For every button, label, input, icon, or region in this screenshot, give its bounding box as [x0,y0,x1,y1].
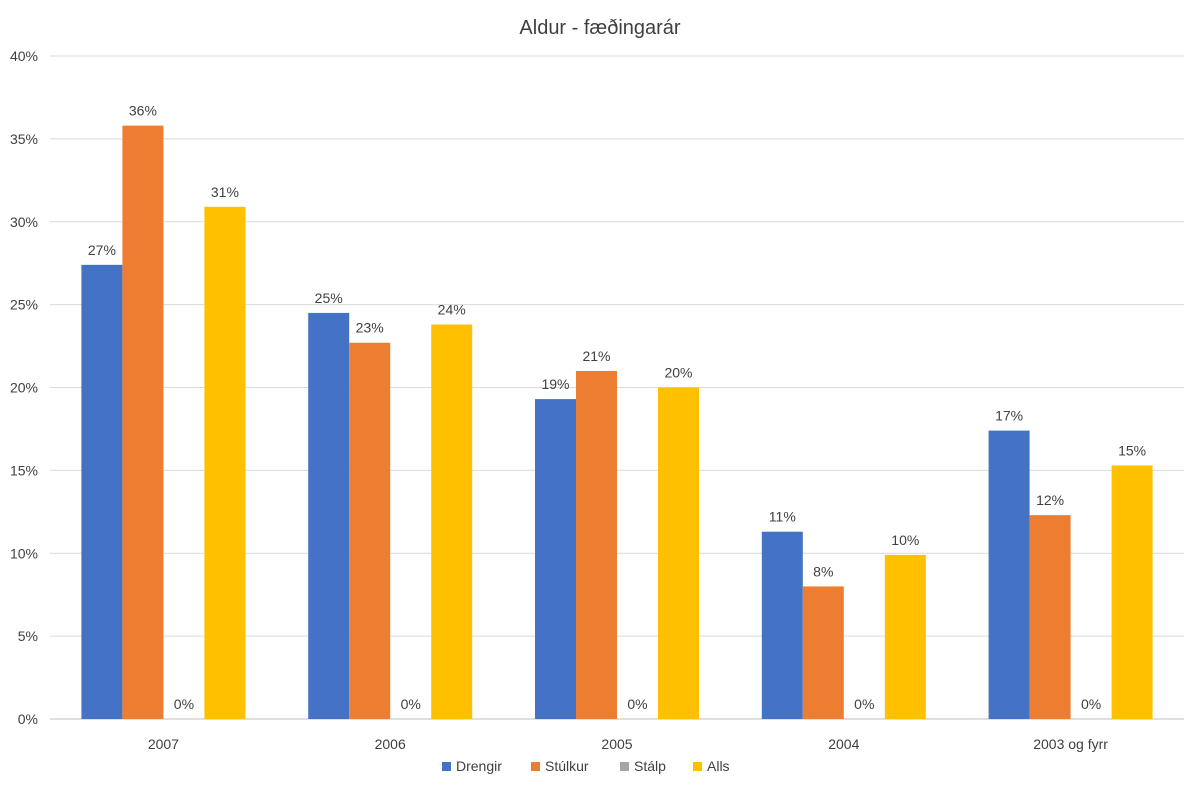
x-category-label: 2005 [601,736,632,752]
data-label: 0% [627,696,647,712]
bar [535,399,576,719]
y-tick-label: 25% [10,297,38,313]
bar [1111,465,1153,719]
x-category-label: 2004 [828,736,859,752]
bar [988,430,1030,719]
data-label: 12% [1036,492,1064,508]
data-label: 31% [211,184,239,200]
data-label: 11% [769,509,796,525]
legend-item: Stúlkur [531,758,589,774]
x-category-label: 2003 og fyrr [1033,736,1108,752]
x-axis-categories: 2007 2006 2005 2004 2003 og fyrr [148,736,1108,752]
data-label: 0% [174,696,194,712]
y-tick-label: 10% [10,545,38,561]
legend-swatch [442,762,451,771]
data-label: 27% [88,242,116,258]
data-label: 17% [995,408,1023,424]
legend-label: Stálp [634,758,666,774]
legend-item: Alls [693,758,730,774]
data-label: 0% [854,696,874,712]
bar [308,312,350,719]
bars [81,125,1153,720]
legend-swatch [693,762,702,771]
legend: Drengir Stúlkur Stálp Alls [442,758,730,774]
bar [658,387,699,719]
y-tick-label: 20% [10,380,38,396]
chart-title: Aldur - fæðingarár [519,17,681,39]
legend-label: Alls [707,758,730,774]
legend-swatch [531,762,540,771]
bar [431,324,473,719]
y-tick-label: 40% [10,48,38,64]
data-label: 24% [438,302,466,318]
y-tick-label: 35% [10,131,38,147]
data-labels: 27% 36% 0% 31% 25% 23% 0% 24% 19% 21% 0% 20% 11% 8% 0%… [88,103,1146,712]
bar [122,125,164,720]
data-label: 21% [582,348,610,364]
legend-item: Drengir [442,758,502,774]
y-tick-label: 15% [10,462,38,478]
data-label: 23% [356,320,384,336]
bar [1029,515,1071,719]
data-label: 10% [891,532,919,548]
bar [349,342,391,719]
y-tick-label: 0% [18,711,38,727]
data-label: 25% [315,290,343,306]
data-label: 36% [129,103,157,119]
x-category-label: 2007 [148,736,179,752]
legend-label: Stúlkur [545,758,589,774]
y-tick-label: 30% [10,214,38,230]
bar [576,370,617,719]
bar [761,531,803,719]
data-label: 15% [1118,442,1146,458]
bar [884,554,926,719]
bar [81,264,123,719]
bar [204,206,246,719]
x-category-label: 2006 [375,736,406,752]
data-label: 0% [1081,696,1101,712]
bar [802,586,844,719]
legend-label: Drengir [456,758,502,774]
data-label: 19% [541,376,569,392]
y-tick-label: 5% [18,628,38,644]
y-axis-ticks: 0% 5% 10% 15% 20% 25% 30% 35% 40% [10,48,38,727]
data-label: 0% [401,696,421,712]
data-label: 8% [813,563,833,579]
legend-swatch [620,762,629,771]
legend-item: Stálp [620,758,666,774]
data-label: 20% [664,365,692,381]
